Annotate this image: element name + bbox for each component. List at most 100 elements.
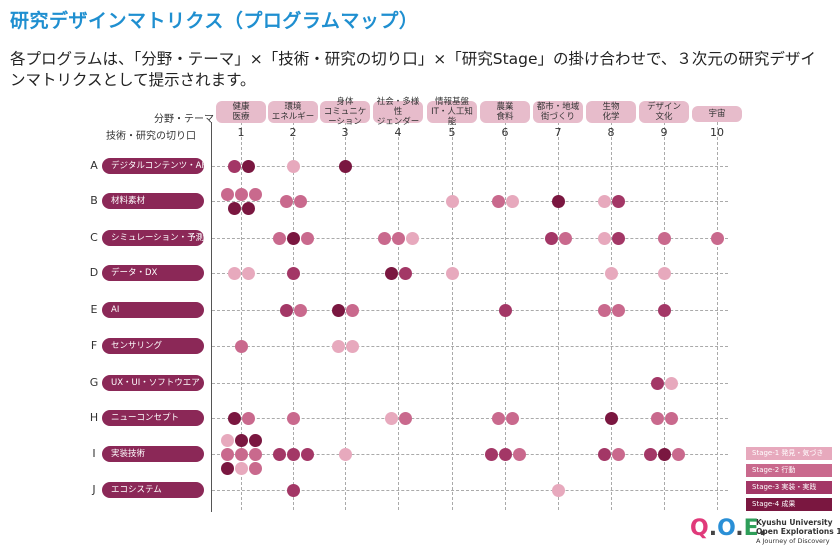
- stage-2-dot: [505, 411, 519, 425]
- stage-2-dot: [671, 447, 685, 461]
- row-guide-line: [212, 346, 728, 347]
- logo-line-3: A Journey of Discovery: [756, 537, 830, 545]
- stage-1-dot: [338, 447, 352, 461]
- stage-3-dot: [279, 303, 293, 317]
- stage-2-dot: [293, 303, 307, 317]
- stage-1-dot: [445, 266, 459, 280]
- stage-1-dot: [384, 411, 398, 425]
- stage-3-dot: [657, 303, 671, 317]
- stage-4-dot: [286, 231, 300, 245]
- row-letter-j: J: [92, 483, 96, 496]
- row-guide-line: [212, 166, 728, 167]
- stage-2-dot: [710, 231, 724, 245]
- logo-line-1: Kyushu University: [756, 518, 833, 527]
- stage-2-dot: [512, 447, 526, 461]
- stage-4-dot: [551, 194, 565, 208]
- technique-pill-d: データ・DX: [102, 265, 204, 281]
- row-letter-f: F: [90, 339, 98, 352]
- stage-2-dot: [279, 194, 293, 208]
- stage-2-dot: [248, 461, 262, 475]
- column-guide-line: [345, 122, 346, 510]
- page-description: 各プログラムは、「分野・テーマ」×「技術・研究の切り口」×「研究Stage」の掛…: [10, 50, 816, 89]
- field-pill-5: 情報基盤 IT・人工知能: [427, 97, 477, 127]
- stage-2-dot: [286, 411, 300, 425]
- techniques-axis-label: 技術・研究の切り口: [106, 131, 196, 142]
- stage-2-dot: [241, 411, 255, 425]
- stage-1-dot: [227, 266, 241, 280]
- stage-3-dot: [544, 231, 558, 245]
- stage-1-dot: [551, 483, 565, 497]
- stage-2-dot: [293, 194, 307, 208]
- stage-1-dot: [345, 339, 359, 353]
- stage-2-dot: [558, 231, 572, 245]
- logo-line-2: Open Explorations 100: [756, 527, 840, 536]
- row-guide-line: [212, 383, 728, 384]
- field-number-5: 5: [448, 126, 456, 139]
- page-title: 研究デザインマトリクス（プログラムマップ）: [10, 10, 419, 32]
- field-pill-4: 社会・多様性 ジェンダー: [373, 97, 423, 127]
- technique-pill-a: デジタルコンテンツ・AR・VR: [102, 158, 204, 174]
- stage-3-dot: [498, 447, 512, 461]
- stage-1-dot: [234, 461, 248, 475]
- field-number-1: 1: [237, 126, 245, 139]
- stage-1-dot: [505, 194, 519, 208]
- field-number-10: 10: [710, 126, 724, 139]
- field-number-9: 9: [660, 126, 668, 139]
- field-pill-10: 宇宙: [692, 106, 742, 122]
- column-guide-line: [717, 122, 718, 510]
- stage-2-dot: [657, 231, 671, 245]
- stage-1-dot: [405, 231, 419, 245]
- field-pill-3: 身体 コミュニケーション: [320, 97, 370, 127]
- column-guide-line: [398, 122, 399, 510]
- stage-2-dot: [300, 231, 314, 245]
- row-letter-d: D: [89, 266, 99, 279]
- legend-stage-3: Stage-3 実装・実践: [746, 481, 832, 494]
- stage-1-dot: [664, 376, 678, 390]
- stage-2-dot: [650, 411, 664, 425]
- stage-1-dot: [220, 433, 234, 447]
- row-guide-line: [212, 238, 728, 239]
- row-letter-a: A: [90, 159, 98, 172]
- stage-4-dot: [248, 433, 262, 447]
- stage-2-dot: [611, 303, 625, 317]
- technique-pill-c: シミュレーション・予測: [102, 230, 204, 246]
- stage-2-dot: [345, 303, 359, 317]
- row-guide-line: [212, 201, 728, 202]
- stage-4-dot: [220, 461, 234, 475]
- field-number-8: 8: [607, 126, 615, 139]
- row-letter-i: I: [92, 447, 96, 460]
- row-guide-line: [212, 310, 728, 311]
- technique-pill-h: ニューコンセプト: [102, 410, 204, 426]
- technique-pill-f: センサリング: [102, 338, 204, 354]
- stage-3-dot: [650, 376, 664, 390]
- stage-4-dot: [234, 433, 248, 447]
- stage-2-dot: [391, 231, 405, 245]
- stage-1-dot: [604, 266, 618, 280]
- stage-1-dot: [445, 194, 459, 208]
- stage-2-dot: [234, 187, 248, 201]
- stage-3-dot: [286, 447, 300, 461]
- stage-4-dot: [604, 411, 618, 425]
- legend-stage-4: Stage-4 成果: [746, 498, 832, 511]
- stage-3-dot: [597, 447, 611, 461]
- stage-1-dot: [597, 231, 611, 245]
- column-guide-line: [241, 122, 242, 510]
- field-pill-1: 健康 医療: [216, 101, 266, 123]
- field-pill-7: 都市・地域 街づくり: [533, 101, 583, 123]
- stage-4-dot: [227, 201, 241, 215]
- stage-3-dot: [611, 231, 625, 245]
- stage-2-dot: [248, 447, 262, 461]
- stage-3-dot: [611, 194, 625, 208]
- field-pill-2: 環境 エネルギー: [268, 101, 318, 123]
- stage-3-dot: [227, 159, 241, 173]
- stage-3-dot: [286, 266, 300, 280]
- stage-4-dot: [227, 411, 241, 425]
- stage-1-dot: [331, 339, 345, 353]
- technique-pill-e: AI: [102, 302, 204, 318]
- stage-1-dot: [241, 266, 255, 280]
- stage-3-dot: [484, 447, 498, 461]
- field-number-2: 2: [289, 126, 297, 139]
- field-pill-8: 生物 化学: [586, 101, 636, 123]
- stage-3-dot: [300, 447, 314, 461]
- row-letter-g: G: [89, 376, 99, 389]
